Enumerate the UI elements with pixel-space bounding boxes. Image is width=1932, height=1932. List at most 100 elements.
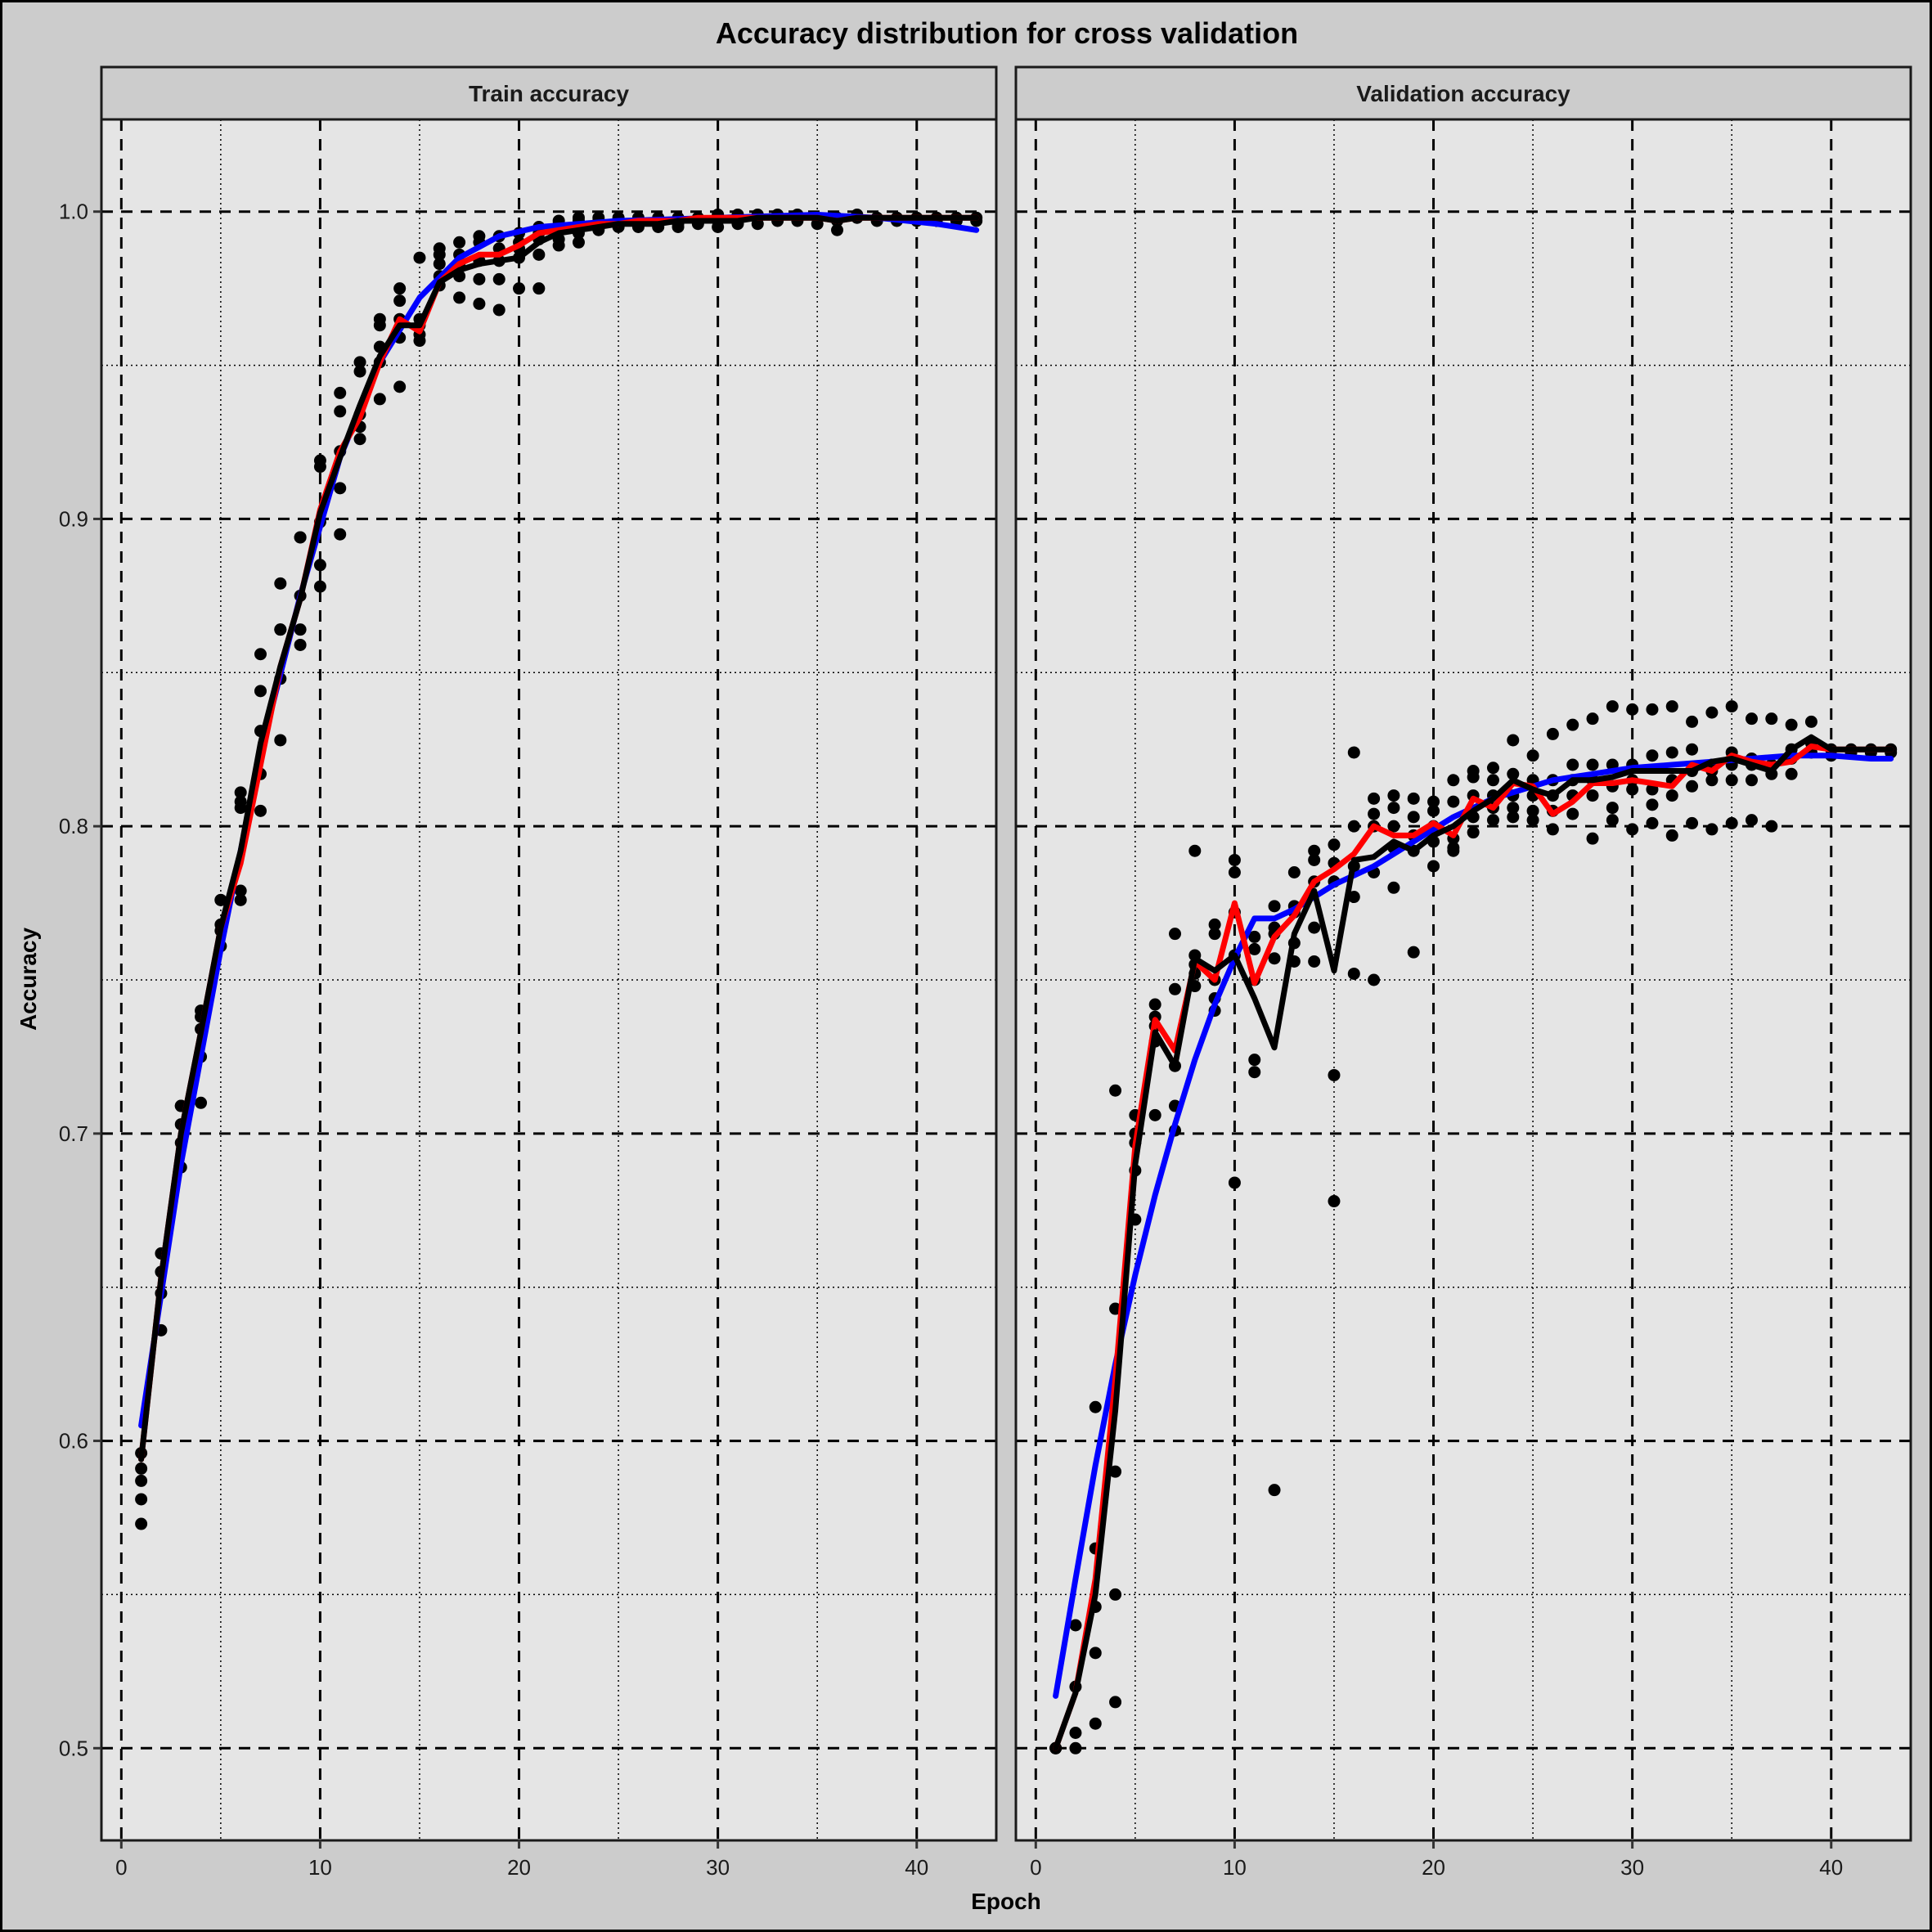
data-point bbox=[1248, 942, 1261, 955]
data-point bbox=[1407, 946, 1420, 959]
data-point bbox=[1467, 826, 1480, 839]
data-point bbox=[1746, 774, 1759, 787]
series-line-3 bbox=[138, 214, 980, 1462]
data-point bbox=[1407, 811, 1420, 824]
data-point bbox=[254, 804, 267, 817]
data-point bbox=[135, 1474, 148, 1487]
data-point bbox=[453, 291, 466, 304]
data-point bbox=[1606, 700, 1619, 713]
data-point bbox=[1705, 774, 1719, 787]
series-line-3 bbox=[1053, 734, 1894, 1751]
data-point bbox=[433, 258, 446, 271]
data-point bbox=[1208, 918, 1221, 931]
data-point bbox=[214, 893, 227, 906]
data-point bbox=[373, 393, 386, 406]
data-point bbox=[234, 786, 247, 799]
data-point bbox=[473, 230, 486, 243]
data-point bbox=[1606, 802, 1619, 815]
facet-panel-2: Validation accuracy 0 10 20 30 40 bbox=[1014, 65, 1912, 1880]
data-point bbox=[1268, 900, 1281, 913]
data-point bbox=[1089, 1400, 1102, 1413]
data-point bbox=[1646, 798, 1659, 811]
data-point bbox=[353, 433, 366, 446]
data-point bbox=[1686, 715, 1699, 728]
data-point bbox=[1626, 823, 1639, 836]
data-point bbox=[1665, 746, 1678, 759]
data-point bbox=[1347, 820, 1360, 833]
data-point bbox=[1665, 700, 1678, 713]
data-point bbox=[1526, 814, 1539, 827]
facet-strip-label: Train accuracy bbox=[469, 81, 630, 106]
data-point bbox=[1546, 823, 1559, 836]
x-tick-label: 40 bbox=[1819, 1855, 1843, 1880]
data-point bbox=[1746, 712, 1759, 726]
data-point bbox=[373, 312, 386, 326]
facet-panels: Train accuracy 0 10 20 30 40 0.5 0.6 0.7 0.8 0.9 1.… bbox=[59, 65, 1912, 1880]
data-point bbox=[1746, 814, 1759, 827]
data-point bbox=[334, 482, 347, 495]
data-point bbox=[1626, 783, 1639, 796]
data-point bbox=[1308, 921, 1321, 934]
data-point bbox=[1507, 802, 1520, 815]
data-point bbox=[1387, 789, 1400, 802]
data-point bbox=[532, 248, 546, 261]
data-point bbox=[1347, 891, 1360, 904]
data-point bbox=[532, 282, 546, 295]
data-point bbox=[1665, 829, 1678, 842]
data-point bbox=[393, 282, 407, 295]
data-point bbox=[234, 884, 247, 897]
y-axis-title: Accuracy bbox=[16, 928, 41, 1031]
data-point bbox=[1228, 853, 1241, 866]
data-point bbox=[1427, 795, 1440, 808]
data-point bbox=[1665, 789, 1678, 802]
data-point bbox=[1109, 1588, 1122, 1601]
data-point bbox=[1347, 746, 1360, 759]
x-tick-label: 30 bbox=[1620, 1855, 1644, 1880]
series-line-1 bbox=[1053, 753, 1894, 1699]
data-point bbox=[1646, 703, 1659, 716]
data-point bbox=[1725, 774, 1738, 787]
data-point bbox=[1646, 816, 1659, 829]
data-point bbox=[1507, 767, 1520, 780]
data-point bbox=[1486, 774, 1499, 787]
data-point bbox=[1089, 1717, 1102, 1730]
data-point bbox=[1785, 718, 1798, 731]
data-point bbox=[313, 559, 326, 572]
data-point bbox=[1308, 853, 1321, 866]
x-axis-title: Epoch bbox=[971, 1889, 1041, 1914]
data-point bbox=[1268, 1484, 1281, 1497]
data-point bbox=[1368, 973, 1381, 986]
data-point bbox=[1347, 967, 1360, 980]
data-point bbox=[1486, 814, 1499, 827]
data-point bbox=[1646, 749, 1659, 762]
data-point bbox=[1566, 758, 1579, 771]
data-point bbox=[135, 1462, 148, 1475]
data-point bbox=[1427, 860, 1440, 873]
data-point bbox=[353, 356, 366, 369]
data-point bbox=[393, 294, 407, 308]
x-tick-label: 10 bbox=[308, 1855, 332, 1880]
data-point bbox=[1427, 804, 1440, 817]
data-point bbox=[1069, 1619, 1082, 1632]
data-point bbox=[1765, 820, 1778, 833]
data-point bbox=[1387, 820, 1400, 833]
data-point bbox=[1109, 1084, 1122, 1097]
data-point bbox=[1725, 816, 1738, 829]
x-tick-label: 30 bbox=[706, 1855, 730, 1880]
data-point bbox=[1546, 727, 1559, 740]
data-point bbox=[1447, 795, 1460, 808]
data-point bbox=[1526, 804, 1539, 817]
data-point bbox=[1566, 807, 1579, 820]
data-point bbox=[1368, 792, 1381, 805]
data-point bbox=[492, 303, 505, 317]
data-point bbox=[1109, 1465, 1122, 1478]
y-tick-label: 0.6 bbox=[59, 1429, 88, 1453]
data-point bbox=[572, 236, 585, 249]
data-point bbox=[513, 282, 526, 295]
data-point bbox=[1725, 700, 1738, 713]
data-point bbox=[334, 386, 347, 399]
data-point bbox=[1308, 955, 1321, 968]
y-tick-label: 0.8 bbox=[59, 814, 88, 838]
